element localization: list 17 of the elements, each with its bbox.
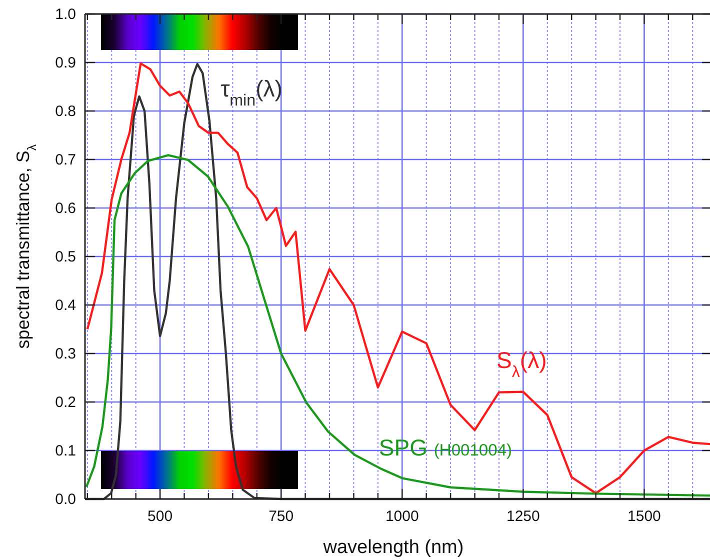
x-tick-label: 1250 [506,508,540,525]
y-tick-label: 0.5 [55,248,76,266]
y-tick-label: 0.2 [55,394,76,411]
y-tick-label: 0.1 [55,442,76,460]
x-tick-label: 500 [148,508,173,525]
y-tick-label: 0.4 [55,297,76,314]
y-tick-label: 0.8 [55,103,76,120]
y-tick-label: 0.6 [55,200,76,217]
x-axis-title: wavelength (nm) [322,537,464,558]
y-tick-label: 0.9 [55,54,76,72]
x-tick-label: 1000 [385,508,419,525]
x-tick-label: 750 [268,508,294,525]
x-tick-label: 1500 [628,508,661,525]
y-tick-label: 0.7 [55,152,76,168]
y-tick-label: 1.0 [55,6,76,23]
y-tick-label: 0.0 [55,491,76,508]
y-tick-label: 0.3 [55,346,76,362]
